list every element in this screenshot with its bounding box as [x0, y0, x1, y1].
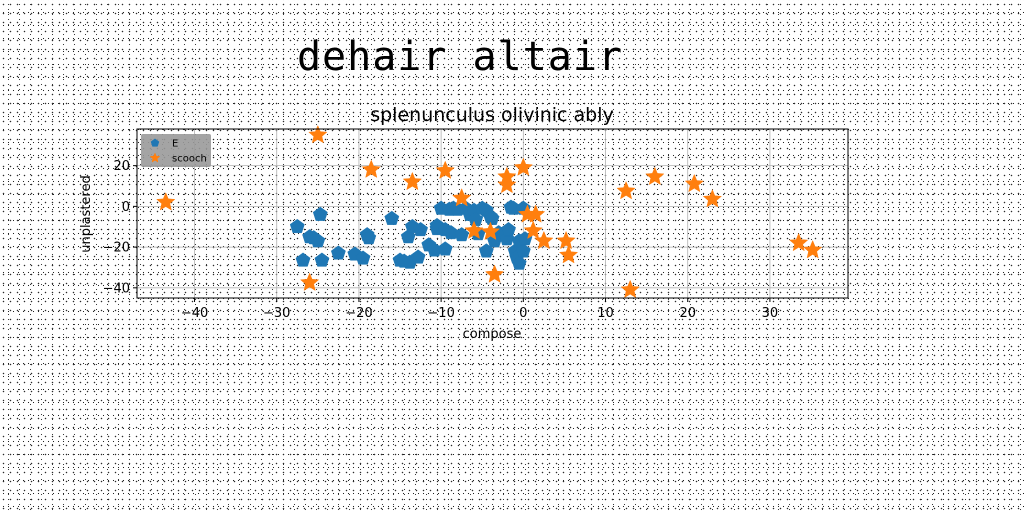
data-point-star	[452, 188, 472, 207]
tick-layer: −40 −30 −20 −10 0 10 20 30 −40 −20 0 20	[103, 159, 779, 321]
y-tick-label: −20	[103, 241, 130, 256]
data-point-pentagon	[443, 225, 459, 240]
data-point-pentagon	[314, 252, 330, 267]
data-point-star	[645, 166, 665, 186]
y-axis-label: unplastered	[79, 175, 94, 253]
data-point-star	[684, 173, 704, 193]
data-point-star	[464, 220, 484, 240]
legend-label: E	[172, 139, 178, 150]
series-e	[289, 199, 533, 270]
data-point-star	[497, 166, 517, 186]
data-point-pentagon	[413, 221, 429, 237]
data-point-star	[361, 159, 381, 178]
data-point-star	[484, 264, 505, 283]
x-axis-label: compose	[463, 327, 522, 342]
data-point-pentagon	[501, 221, 516, 237]
data-point-star	[480, 221, 501, 241]
data-point-pentagon	[410, 249, 426, 264]
x-tick-label: −30	[263, 306, 290, 321]
data-point-pentagon	[454, 227, 470, 242]
figure-title: dehair altair	[296, 34, 624, 80]
data-point-star	[702, 189, 723, 208]
data-point-star	[620, 279, 640, 299]
y-tick-label: −40	[103, 281, 130, 296]
data-point-star	[513, 157, 533, 176]
data-point-star	[156, 192, 176, 211]
legend-marker-pentagon	[150, 138, 160, 147]
x-tick-label: 10	[597, 306, 614, 321]
y-tick-label: 20	[113, 159, 130, 174]
data-point-pentagon	[361, 230, 377, 245]
data-point-star	[556, 230, 576, 250]
legend-marker-star	[149, 152, 161, 163]
data-point-pentagon	[295, 252, 311, 267]
data-point-star	[435, 160, 455, 179]
data-point-pentagon	[384, 210, 400, 225]
data-point-pentagon	[330, 245, 346, 260]
data-point-star	[526, 204, 546, 223]
data-point-pentagon	[355, 250, 371, 265]
data-point-pentagon	[437, 241, 453, 256]
plot-frame	[136, 128, 849, 299]
data-point-star	[308, 124, 328, 144]
x-tick-label: 0	[519, 306, 527, 321]
data-point-pentagon	[515, 243, 531, 258]
data-point-star	[402, 171, 423, 191]
data-point-star	[616, 180, 636, 200]
series-scooch	[156, 124, 823, 299]
data-point-pentagon	[310, 233, 326, 248]
data-point-star	[558, 245, 579, 264]
series-layer	[156, 124, 823, 299]
x-tick-label: −20	[345, 306, 372, 321]
x-tick-label: −40	[181, 306, 208, 321]
data-point-star	[497, 174, 517, 194]
legend-label: scooch	[172, 154, 207, 165]
data-point-star	[299, 272, 320, 291]
data-point-star	[803, 239, 823, 259]
data-point-star	[789, 232, 809, 252]
chart-title: splenunculus olivinic ably	[370, 104, 614, 126]
x-tick-label: −10	[427, 306, 454, 321]
data-point-pentagon	[312, 206, 328, 221]
y-tick-label: 0	[122, 200, 130, 215]
data-point-pentagon	[484, 210, 500, 225]
data-point-star	[534, 230, 554, 250]
data-point-star	[523, 220, 543, 240]
data-point-pentagon	[511, 255, 527, 270]
x-tick-label: 20	[679, 306, 696, 321]
x-tick-label: 30	[762, 306, 779, 321]
data-point-pentagon	[289, 218, 305, 234]
